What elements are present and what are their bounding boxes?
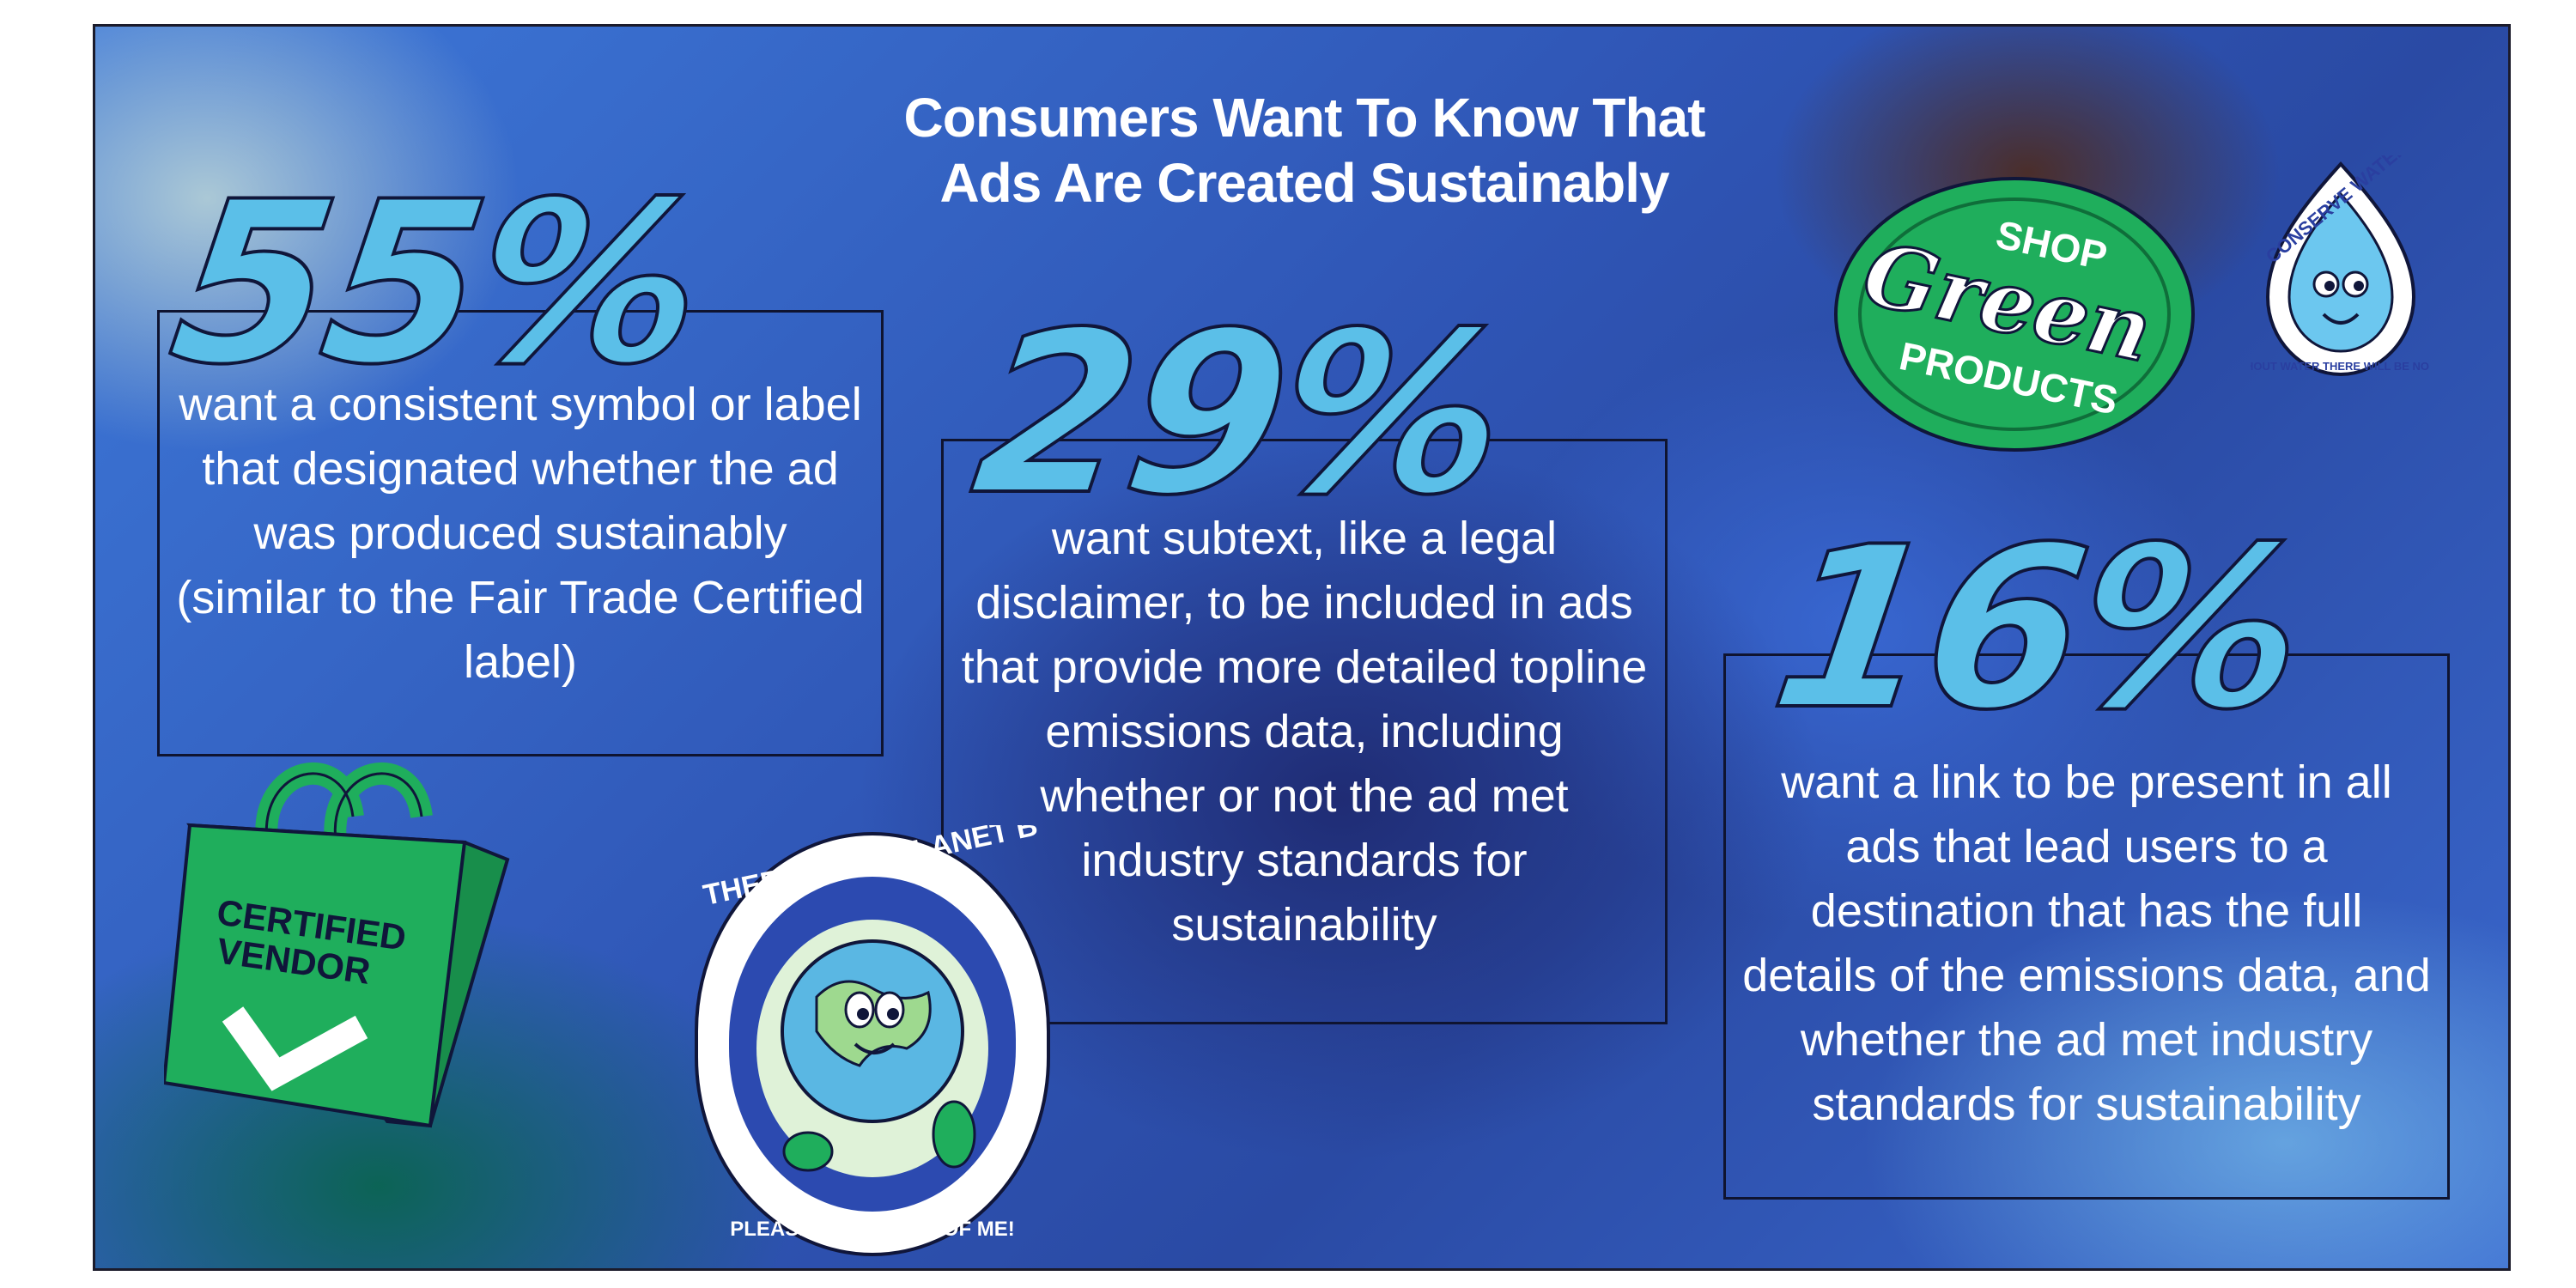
- stat-box-16: want a link to be present in all ads tha…: [1723, 653, 2450, 1200]
- stat-value-16: 16%: [1759, 498, 2318, 761]
- title-line-1: Consumers Want To Know That: [903, 87, 1706, 149]
- no-planet-b-sticker: THERE IS NO PLANET B PLEASE TAKE CARE OF…: [695, 825, 1050, 1256]
- take-care-label: PLEASE TAKE CARE OF ME!: [730, 1218, 1015, 1241]
- title-line-2: Ads Are Created Sustainably: [939, 152, 1669, 214]
- page-title: Consumers Want To Know That Ads Are Crea…: [95, 85, 2508, 216]
- stat-box-55: want a consistent symbol or label that d…: [157, 310, 884, 756]
- stat-box-29: want subtext, like a legal disclaimer, t…: [941, 439, 1668, 1024]
- certified-vendor-bag-sticker: CERTIFIED VENDOR: [164, 762, 510, 1128]
- stat-text-55: want a consistent symbol or label that d…: [176, 378, 865, 688]
- conserve-water-sticker: CONSERVE WATER WITHOUT WATER THERE WILL …: [2251, 155, 2431, 377]
- infographic-frame: Consumers Want To Know That Ads Are Crea…: [93, 24, 2511, 1271]
- stat-value-55: 55%: [157, 153, 716, 416]
- shop-green-sticker: SHOP Green PRODUCTS: [1834, 177, 2195, 452]
- stat-text-16: want a link to be present in all ads tha…: [1742, 756, 2431, 1130]
- stat-value-29: 29%: [960, 283, 1519, 546]
- stat-text-29: want subtext, like a legal disclaimer, t…: [961, 512, 1648, 951]
- no-life-label: WITHOUT WATER THERE WILL BE NO LIFE: [2251, 360, 2431, 373]
